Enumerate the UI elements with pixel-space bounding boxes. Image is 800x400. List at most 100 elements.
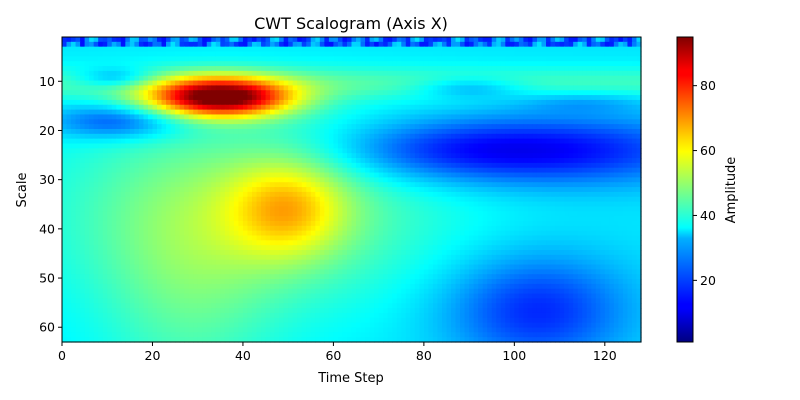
- heatmap-cell: [143, 51, 149, 57]
- heatmap-cell: [600, 177, 606, 183]
- heatmap-cell: [179, 51, 185, 57]
- heatmap-cell: [147, 66, 154, 72]
- heatmap-cell: [401, 80, 407, 87]
- heatmap-cell: [487, 104, 493, 111]
- heatmap-cell: [613, 172, 619, 178]
- heatmap-cell: [356, 172, 362, 178]
- heatmap-cell: [166, 216, 172, 222]
- heatmap-cell: [464, 162, 470, 169]
- heatmap-cell: [622, 114, 629, 120]
- heatmap-cell: [310, 109, 316, 116]
- heatmap-cell: [166, 41, 172, 48]
- heatmap-cell: [392, 61, 398, 67]
- heatmap-cell: [147, 37, 154, 43]
- heatmap-cell: [568, 177, 574, 183]
- heatmap-cell: [428, 61, 434, 67]
- heatmap-cell: [441, 143, 448, 149]
- heatmap-cell: [306, 85, 312, 91]
- heatmap-cell: [324, 138, 330, 145]
- heatmap-cell: [464, 201, 470, 208]
- heatmap-cell: [98, 90, 104, 96]
- heatmap-cell: [306, 143, 312, 149]
- heatmap-cell: [455, 196, 461, 203]
- heatmap-cell: [147, 41, 154, 48]
- heatmap-cell: [419, 114, 425, 120]
- heatmap-cell: [247, 51, 253, 57]
- heatmap-cell: [238, 114, 244, 120]
- heatmap-cell: [609, 124, 615, 130]
- heatmap-cell: [505, 75, 511, 82]
- heatmap-cell: [356, 104, 362, 111]
- heatmap-cell: [378, 95, 384, 101]
- heatmap-cell: [319, 187, 325, 193]
- heatmap-cell: [224, 138, 230, 145]
- heatmap-cell: [71, 148, 77, 154]
- heatmap-cell: [102, 138, 108, 145]
- heatmap-cell: [451, 51, 457, 57]
- heatmap-cell: [261, 37, 267, 43]
- heatmap-cell: [568, 196, 574, 203]
- heatmap-cell: [401, 177, 407, 183]
- heatmap-cell: [319, 182, 325, 188]
- heatmap-cell: [179, 133, 185, 140]
- heatmap-cell: [491, 114, 497, 120]
- heatmap-cell: [414, 80, 420, 87]
- heatmap-cell: [337, 211, 344, 217]
- heatmap-cell: [613, 128, 619, 135]
- heatmap-cell: [387, 182, 393, 188]
- heatmap-cell: [541, 85, 547, 91]
- heatmap-cell: [229, 56, 235, 62]
- heatmap-cell: [152, 201, 158, 208]
- heatmap-cell: [482, 128, 488, 135]
- heatmap-cell: [482, 220, 488, 227]
- heatmap-cell: [414, 153, 420, 159]
- heatmap-cell: [496, 206, 502, 212]
- heatmap-cell: [627, 220, 633, 227]
- heatmap-cell: [102, 220, 108, 227]
- heatmap-cell: [582, 66, 588, 72]
- heatmap-cell: [166, 95, 172, 101]
- heatmap-cell: [536, 99, 543, 106]
- heatmap-cell: [491, 80, 497, 87]
- heatmap-cell: [441, 75, 448, 82]
- heatmap-cell: [464, 167, 470, 174]
- heatmap-cell: [428, 41, 434, 48]
- heatmap-cell: [279, 177, 285, 183]
- heatmap-cell: [464, 70, 470, 77]
- heatmap-cell: [306, 153, 312, 159]
- heatmap-cell: [514, 70, 520, 77]
- heatmap-cell: [197, 177, 203, 183]
- heatmap-cell: [247, 119, 253, 125]
- heatmap-cell: [93, 216, 99, 222]
- heatmap-cell: [405, 143, 411, 149]
- heatmap-cell: [496, 220, 502, 227]
- heatmap-cell: [62, 128, 68, 135]
- heatmap-cell: [175, 109, 181, 116]
- heatmap-cell: [188, 37, 194, 43]
- heatmap-cell: [220, 46, 226, 53]
- heatmap-cell: [437, 75, 443, 82]
- heatmap-cell: [378, 61, 384, 67]
- heatmap-cell: [147, 46, 154, 53]
- heatmap-cell: [374, 90, 380, 96]
- heatmap-cell: [460, 104, 466, 111]
- heatmap-cell: [265, 187, 271, 193]
- heatmap-cell: [496, 85, 502, 91]
- heatmap-cell: [111, 191, 117, 198]
- heatmap-cell: [487, 41, 493, 48]
- heatmap-cell: [75, 201, 81, 208]
- heatmap-cell: [179, 167, 185, 174]
- heatmap-cell: [71, 46, 77, 53]
- heatmap-cell: [143, 148, 149, 154]
- heatmap-cell: [170, 191, 176, 198]
- heatmap-cell: [473, 177, 479, 183]
- heatmap-cell: [152, 85, 158, 91]
- heatmap-cell: [84, 56, 90, 62]
- heatmap-cell: [573, 216, 579, 222]
- heatmap-cell: [428, 148, 434, 154]
- heatmap-cell: [324, 70, 330, 77]
- heatmap-cell: [378, 216, 384, 222]
- heatmap-cell: [292, 196, 298, 203]
- heatmap-cell: [514, 61, 520, 67]
- heatmap-cell: [478, 85, 484, 91]
